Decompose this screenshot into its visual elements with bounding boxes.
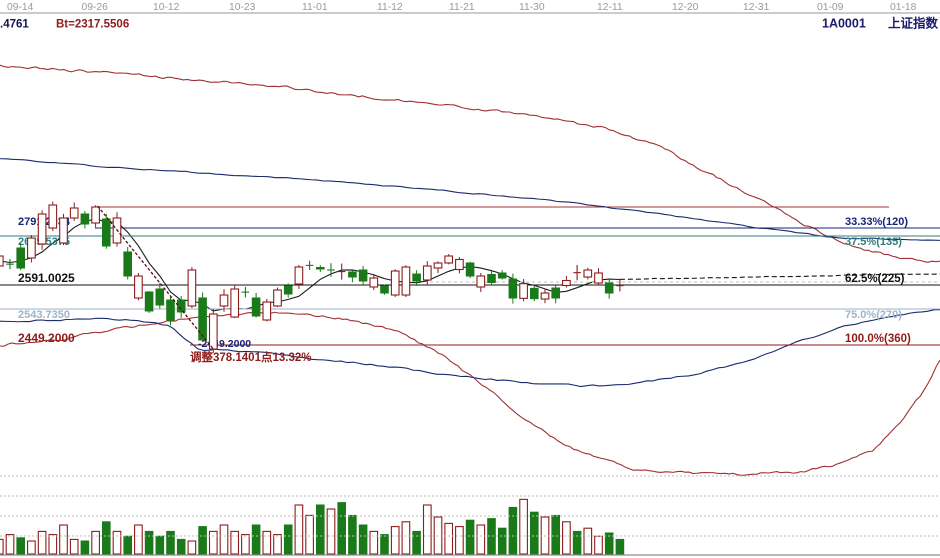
svg-text:10-12: 10-12 <box>153 2 180 13</box>
svg-text:62.5%(225): 62.5%(225) <box>845 273 905 285</box>
svg-text:37.5%(135): 37.5%(135) <box>845 236 902 248</box>
svg-text:12-11: 12-11 <box>597 2 623 13</box>
svg-text:11-30: 11-30 <box>519 2 545 13</box>
svg-text:01-18: 01-18 <box>890 2 917 13</box>
svg-text:09-14: 09-14 <box>7 2 34 13</box>
svg-text:11-01: 11-01 <box>302 2 328 13</box>
svg-text:.4761: .4761 <box>0 19 29 31</box>
svg-text:调整378.1401点13.32%: 调整378.1401点13.32% <box>190 350 311 364</box>
svg-text:75.0%(270): 75.0%(270) <box>845 309 902 321</box>
svg-text:100.0%(360): 100.0%(360) <box>845 333 911 345</box>
svg-text:11-12: 11-12 <box>377 2 403 13</box>
svg-text:2449.2000: 2449.2000 <box>18 331 75 345</box>
svg-text:09-26: 09-26 <box>82 2 109 13</box>
svg-text:2543.7350: 2543.7350 <box>18 309 70 321</box>
svg-text:01-09: 01-09 <box>817 2 844 13</box>
svg-text:12-31: 12-31 <box>743 2 770 13</box>
svg-text:1A0001: 1A0001 <box>822 17 866 31</box>
svg-text:11-21: 11-21 <box>449 2 475 13</box>
svg-text:上证指数: 上证指数 <box>888 16 939 31</box>
svg-text:12-20: 12-20 <box>672 2 699 13</box>
svg-text:10-23: 10-23 <box>229 2 256 13</box>
svg-text:2591.0025: 2591.0025 <box>18 271 75 285</box>
svg-text:Bt=2317.5506: Bt=2317.5506 <box>56 19 129 31</box>
svg-text:33.33%(120): 33.33%(120) <box>845 216 908 228</box>
